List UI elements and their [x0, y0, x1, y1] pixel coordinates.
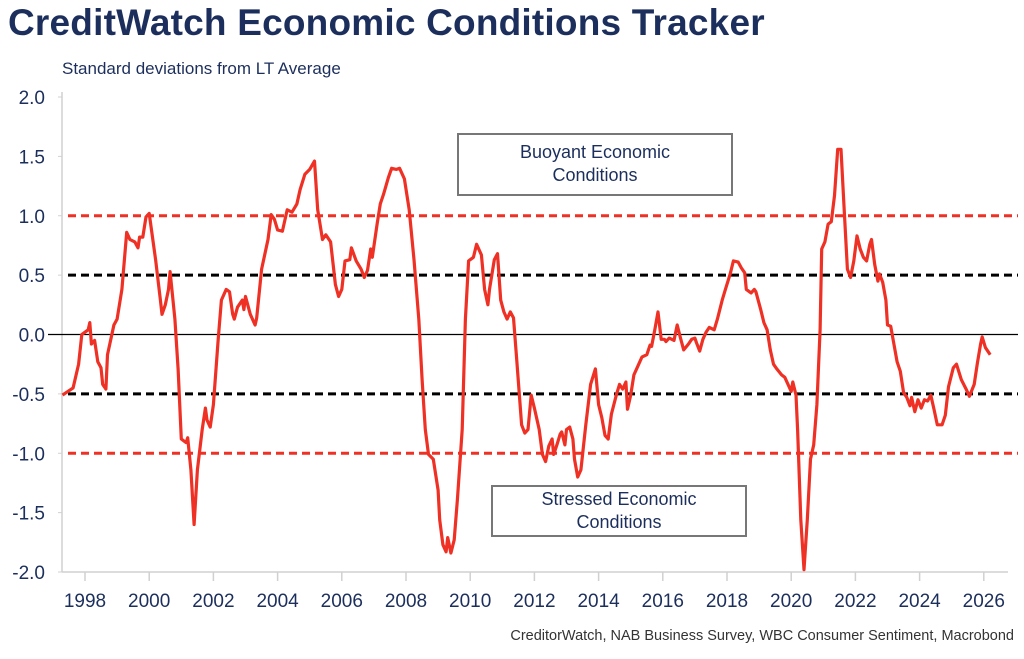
y-tick-label: 1.5	[19, 147, 45, 168]
buoyant-annotation-box: Buoyant Economic Conditions	[457, 133, 733, 196]
x-tick-label: 2008	[385, 591, 427, 612]
x-tick-label: 2018	[706, 591, 748, 612]
y-tick-label: -1.0	[12, 444, 45, 465]
source-note: CreditorWatch, NAB Business Survey, WBC …	[510, 628, 1014, 644]
x-tick-label: 1998	[64, 591, 106, 612]
x-tick-label: 2010	[449, 591, 491, 612]
y-tick-label: -1.5	[12, 504, 45, 525]
stressed-annotation-line2: Conditions	[576, 512, 662, 532]
stressed-annotation-box: Stressed Economic Conditions	[491, 485, 747, 537]
x-tick-label: 2004	[256, 591, 299, 612]
x-tick-label: 2006	[321, 591, 363, 612]
x-tick-label: 2024	[898, 591, 941, 612]
x-tick-label: 2000	[128, 591, 170, 612]
series-line	[61, 147, 992, 572]
x-tick-label: 2016	[642, 591, 684, 612]
x-tick-label: 2002	[192, 591, 234, 612]
buoyant-annotation-line2: Conditions	[552, 165, 638, 185]
stressed-annotation-line1: Stressed Economic	[541, 489, 697, 509]
y-tick-label: -0.5	[12, 385, 45, 406]
y-axis-unit-label: Standard deviations from LT Average	[62, 59, 341, 78]
x-tick-label: 2026	[963, 591, 1005, 612]
x-tick-label: 2020	[770, 591, 812, 612]
reference-lines	[48, 214, 1018, 455]
axes: 2.0 1.5 1.0 0.5 0.0 -0.5 -1.0 -1.5 -2.0 1998 2000 2…	[12, 88, 1008, 612]
x-tick-label: 2014	[577, 591, 620, 612]
series-layer	[61, 147, 992, 572]
chart-title: CreditWatch Economic Conditions Tracker	[8, 2, 765, 43]
x-tick-label: 2022	[834, 591, 876, 612]
x-tick-label: 2012	[513, 591, 555, 612]
y-tick-label: 1.0	[19, 207, 45, 228]
y-tick-label: 2.0	[19, 88, 45, 109]
buoyant-annotation-line1: Buoyant Economic	[519, 142, 671, 162]
y-tick-label: -2.0	[12, 563, 45, 584]
y-tick-label: 0.5	[19, 266, 45, 287]
y-tick-label: 0.0	[19, 326, 45, 347]
